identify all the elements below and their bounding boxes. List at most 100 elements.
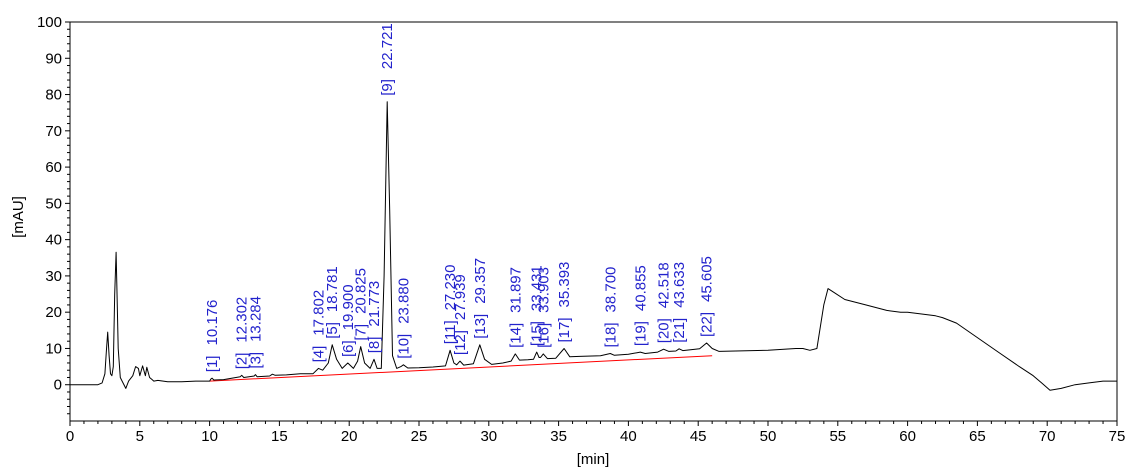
peak-number: [3] — [247, 352, 264, 369]
peak-label: [7] 20.825 — [353, 268, 370, 341]
x-tick-label: 25 — [411, 428, 428, 445]
peak-label: [20] 42.518 — [656, 262, 673, 343]
peak-number: [10] — [395, 334, 412, 359]
peak-number: [20] — [656, 318, 673, 343]
peak-time: 13.284 — [247, 296, 264, 342]
peak-label: [18] 38.700 — [602, 267, 619, 348]
peak-label: [9] 22.721 — [379, 23, 396, 96]
plot-area — [69, 21, 1118, 422]
peak-number: [13] — [472, 314, 489, 339]
x-tick-label: 10 — [201, 428, 218, 445]
peak-label: [2] 12.302 — [234, 297, 251, 370]
x-tick-label: 55 — [829, 428, 846, 445]
plot-frame — [69, 21, 1118, 422]
peak-number: [21] — [671, 318, 688, 343]
peak-label: [14] 31.897 — [507, 267, 524, 348]
peak-time: 29.357 — [472, 258, 489, 304]
x-tick-label: 0 — [66, 428, 74, 445]
peak-labels: [1] 10.176 [2] 12.302 [3] 13.284 [4] 17.802[5]1… — [204, 23, 715, 372]
peak-label: [17] 35.393 — [556, 262, 573, 343]
x-tick-label: 65 — [969, 428, 986, 445]
peak-time: 19.900 — [340, 284, 357, 330]
peak-time: 20.825 — [353, 268, 370, 314]
peak-label: [11] 27.230 — [442, 265, 459, 345]
peak-time: 27.939 — [452, 274, 469, 320]
peak-label: [5] 18.781 — [324, 266, 341, 339]
peak-label: [8] 21.773 — [366, 281, 383, 354]
peak-label: [1] 10.176 — [204, 300, 221, 373]
peak-label: [12] 27.939 — [452, 274, 469, 355]
peak-label: [6] 19.900 — [340, 284, 357, 357]
peak-number: [8] — [366, 337, 383, 354]
x-tick-label: 60 — [899, 428, 916, 445]
x-axis-label: [min] — [577, 451, 610, 468]
peak-time: 33.903 — [535, 267, 552, 313]
peak-time: 12.302 — [234, 297, 251, 343]
axes: 0 5 10 15 20 25 30 35 40 45 50 55 60 65 70 75 0 10 20 30 40 5… — [37, 14, 1125, 445]
peak-number: [1] — [204, 356, 221, 373]
series-line — [70, 101, 1117, 391]
x-tick-label: 20 — [341, 428, 358, 445]
peak-number: [12] — [452, 330, 469, 355]
x-tick-label: 75 — [1109, 428, 1126, 445]
peak-time: 10.176 — [204, 300, 221, 346]
peak-number: [5] — [324, 322, 341, 339]
x-tick-label: 5 — [136, 428, 144, 445]
peak-time: 40.855 — [632, 265, 649, 311]
peak-time: 43.633 — [671, 262, 688, 308]
y-tick-label: 60 — [45, 159, 62, 176]
peak-number: [14] — [507, 323, 524, 348]
peak-number: [19] — [632, 321, 649, 346]
y-tick-label: 90 — [45, 50, 62, 67]
peak-label: [15] 33.431 — [529, 265, 546, 346]
peak-label: [19] 40.855 — [632, 265, 649, 346]
x-tick-label: 70 — [1039, 428, 1056, 445]
peak-time: 17.802 — [311, 290, 328, 336]
x-tick-label: 50 — [760, 428, 777, 445]
peak-time: 23.880 — [395, 278, 412, 324]
y-axis-label: [mAU] — [10, 196, 27, 238]
y-tick-label: 10 — [45, 340, 62, 357]
y-tick-label: 20 — [45, 304, 62, 321]
peak-label: [16] 33.903 — [535, 267, 552, 348]
series-layer — [70, 101, 1117, 391]
y-tick-label: 30 — [45, 268, 62, 285]
integration-baseline — [209, 355, 713, 382]
x-tick-label: 15 — [271, 428, 288, 445]
y-tick-label: 0 — [54, 377, 62, 394]
peak-label: [10] 23.880 — [395, 278, 412, 359]
peak-time: 33.431 — [529, 265, 546, 311]
peak-label: [4] 17.802 — [311, 290, 328, 363]
peak-time: 45.605 — [699, 256, 716, 302]
peak-number: [4] — [311, 346, 328, 363]
peak-number: [2] — [234, 353, 251, 370]
y-tick-label: 70 — [45, 123, 62, 140]
x-tick-label: 35 — [550, 428, 567, 445]
peak-time: 22.721 — [379, 23, 396, 69]
peak-time: 35.393 — [556, 262, 573, 308]
peak-label: [3] 13.284 — [247, 296, 264, 369]
peak-time: 21.773 — [366, 281, 383, 327]
peak-number: [16] — [535, 323, 552, 348]
peak-number: [15] — [529, 321, 546, 346]
peak-label: [21] 43.633 — [671, 262, 688, 343]
peak-time: 27.230 — [442, 265, 459, 311]
y-tick-label: 40 — [45, 232, 62, 249]
peak-number: [17] — [556, 317, 573, 342]
y-tick-label: 80 — [45, 87, 62, 104]
peak-number: [7] — [353, 324, 370, 341]
peak-number: [11] — [442, 320, 459, 344]
peak-number: [22] — [699, 312, 716, 337]
peak-time: 42.518 — [656, 262, 673, 308]
y-tick-label: 100 — [37, 14, 62, 31]
peak-number: [18] — [602, 322, 619, 347]
peak-label: [22] 45.605 — [699, 256, 716, 337]
peak-label: [13] 29.357 — [472, 258, 489, 339]
x-tick-label: 30 — [480, 428, 497, 445]
peak-number: [9] — [379, 79, 396, 96]
peak-number: [6] — [340, 340, 357, 357]
x-tick-label: 40 — [620, 428, 637, 445]
y-tick-label: 50 — [45, 195, 62, 212]
peak-time: 31.897 — [507, 267, 524, 313]
